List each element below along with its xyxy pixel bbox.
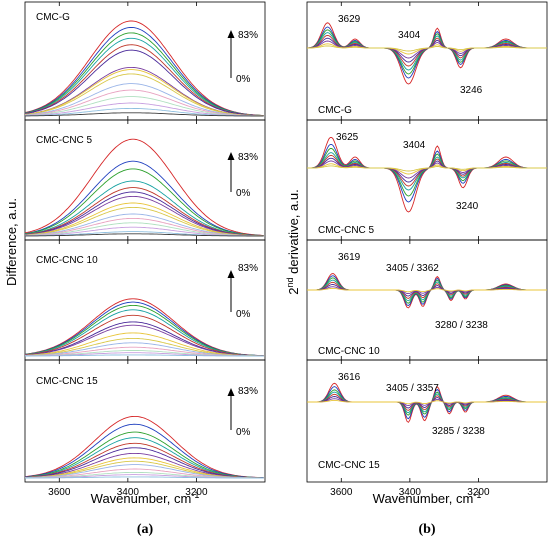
arrow-bottom-label: 0%	[236, 427, 251, 438]
spectrum-line	[25, 476, 264, 479]
panel-a-x-axis: 3600 3400 3200	[48, 2, 208, 498]
spectrum-line	[24, 206, 264, 237]
panel-a-subplot-4-label: CMC-CNC 15	[36, 376, 98, 387]
spectrum-line	[24, 304, 264, 357]
x-tick-label: 3200	[467, 487, 490, 498]
spectrum-line	[24, 96, 264, 117]
annotation: 3404	[398, 30, 421, 41]
x-tick-label: 3600	[330, 487, 353, 498]
annotation: 3404	[403, 140, 426, 151]
derivative-line	[307, 26, 547, 79]
arrow-top-label: 83%	[238, 152, 258, 163]
annotation: 3240	[456, 201, 479, 212]
x-tick-label: 3400	[117, 487, 140, 498]
panel-a-arrow-2: 83% 0%	[227, 152, 258, 199]
arrow-top-label: 83%	[238, 30, 258, 41]
panel-b-subplot-4-label: CMC-CNC 15	[318, 460, 380, 471]
panel-a-x-axis-title: Wavenumber, cm-1	[91, 490, 200, 506]
spectrum-line	[24, 324, 264, 357]
panel-a-arrow-4: 83% 0%	[227, 386, 258, 438]
annotation: 3619	[338, 252, 361, 263]
derivative-line	[306, 22, 547, 85]
spectrum-line	[24, 20, 264, 116]
derivative-line	[307, 165, 547, 172]
annotation: 3625	[336, 132, 359, 143]
spectrum-line	[24, 314, 264, 357]
spectrum-line	[24, 160, 264, 236]
spectrum-line	[24, 332, 264, 357]
derivative-line	[307, 148, 547, 197]
derivative-line	[307, 287, 547, 293]
panel-b: CMC-G CMC-CNC 5 CMC-CNC 10 CMC-CNC 15 36…	[285, 1, 548, 506]
spectrum-line	[24, 37, 264, 117]
derivative-line	[307, 143, 547, 203]
panel-a-curves	[24, 20, 264, 479]
spectrum-line	[25, 354, 264, 357]
panel-b-subplot-2-label: CMC-CNC 5	[318, 225, 375, 236]
spectrum-line	[24, 180, 264, 237]
caption-b: (b)	[418, 522, 435, 537]
spectrum-line	[25, 233, 264, 237]
spectrum-line	[24, 32, 264, 116]
panel-a-subplot-2-label: CMC-CNC 5	[36, 135, 93, 146]
caption-a: (a)	[137, 522, 154, 537]
spectrum-line	[24, 168, 264, 237]
derivative-line	[306, 32, 547, 71]
panel-b-subplot-3-label: CMC-CNC 10	[318, 346, 380, 357]
derivative-line	[307, 399, 547, 405]
spectrum-line	[24, 431, 264, 479]
spectrum-line	[24, 89, 264, 117]
spectrum-line	[24, 83, 264, 117]
spectrum-line	[24, 138, 264, 236]
x-tick-label: 3600	[48, 487, 71, 498]
derivative-line	[307, 136, 547, 213]
annotation: 3616	[338, 372, 361, 383]
arrow-bottom-label: 0%	[236, 309, 251, 320]
panel-a-arrow-3: 83% 0%	[227, 263, 258, 320]
derivative-line	[306, 34, 547, 67]
annotation: 3280 / 3238	[435, 320, 488, 331]
arrow-top-label: 83%	[238, 263, 258, 274]
spectrum-line	[24, 73, 264, 117]
panel-a-subplot-3-label: CMC-CNC 10	[36, 255, 98, 266]
panel-b-subplot-4-frame	[306, 359, 548, 483]
derivative-line	[307, 29, 547, 75]
derivative-line	[307, 155, 547, 187]
panel-a: CMC-G CMC-CNC 5 CMC-CNC 10 CMC-CNC 15 83…	[4, 1, 266, 506]
x-tick-label: 3400	[399, 487, 422, 498]
arrow-bottom-label: 0%	[236, 74, 251, 85]
panel-b-subplot-1-label: CMC-G	[318, 105, 352, 116]
panel-a-subplot-4-frame	[24, 359, 266, 483]
arrow-top-label: 83%	[238, 386, 258, 397]
spectrum-line	[24, 195, 264, 237]
annotation: 3405 / 3357	[386, 383, 439, 394]
derivative-line	[307, 391, 547, 414]
panel-a-arrow-1: 83% 0%	[227, 30, 258, 85]
spectrum-line	[24, 423, 264, 479]
panel-b-x-axis-title: Wavenumber, cm-1	[373, 490, 482, 506]
annotation: 3405 / 3362	[386, 263, 439, 274]
annotation: 3246	[460, 85, 483, 96]
derivative-line	[307, 45, 547, 52]
annotation: 3285 / 3238	[432, 426, 485, 437]
arrow-bottom-label: 0%	[236, 188, 251, 199]
panel-a-subplot-1-label: CMC-G	[36, 12, 70, 23]
panel-b-curves	[306, 22, 547, 423]
panel-b-x-axis: 3600 3400 3200	[330, 2, 490, 498]
spectrum-line	[25, 112, 264, 117]
spectrum-line	[24, 49, 264, 117]
x-tick-label: 3200	[185, 487, 208, 498]
derivative-line	[307, 152, 547, 191]
panel-b-y-axis-title: 2nd derivative, a.u.	[285, 189, 301, 294]
panel-a-y-axis-title: Difference, a.u.	[4, 198, 19, 286]
annotation: 3629	[338, 14, 361, 25]
spectrum-line	[24, 415, 264, 479]
